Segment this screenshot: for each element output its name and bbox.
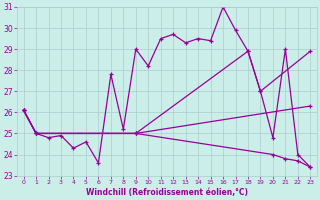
X-axis label: Windchill (Refroidissement éolien,°C): Windchill (Refroidissement éolien,°C) <box>86 188 248 197</box>
